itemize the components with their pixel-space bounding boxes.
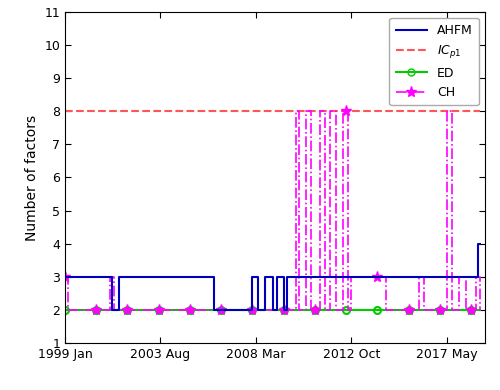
- ED: [336, 308, 342, 312]
- $IC_{p1}$: [336, 109, 342, 113]
- CH: [66, 308, 71, 312]
- ED: [202, 308, 208, 312]
- AHFM: [475, 241, 481, 246]
- CH: [81, 308, 87, 312]
- AHFM: [476, 241, 482, 246]
- $IC_{p1}$: [128, 109, 134, 113]
- Line: CH: CH: [60, 106, 486, 316]
- CH: [62, 275, 68, 279]
- CH: [340, 109, 345, 113]
- AHFM: [449, 275, 455, 279]
- ED: [128, 308, 134, 312]
- AHFM: [62, 275, 68, 279]
- CH: [293, 109, 299, 113]
- $IC_{p1}$: [62, 109, 68, 113]
- AHFM: [90, 275, 96, 279]
- Line: ED: ED: [62, 307, 483, 314]
- $IC_{p1}$: [447, 109, 453, 113]
- ED: [476, 308, 482, 312]
- $IC_{p1}$: [476, 109, 482, 113]
- ED: [90, 308, 96, 312]
- $IC_{p1}$: [90, 109, 96, 113]
- AHFM: [204, 275, 210, 279]
- Y-axis label: Number of factors: Number of factors: [24, 114, 38, 241]
- ED: [447, 308, 453, 312]
- CH: [204, 308, 210, 312]
- ED: [80, 308, 86, 312]
- CH: [130, 308, 136, 312]
- $IC_{p1}$: [202, 109, 208, 113]
- Line: AHFM: AHFM: [65, 244, 480, 310]
- $IC_{p1}$: [80, 109, 86, 113]
- AHFM: [338, 275, 344, 279]
- AHFM: [109, 308, 115, 312]
- AHFM: [130, 275, 136, 279]
- CH: [92, 308, 98, 312]
- Legend: AHFM, $IC_{p1}$, ED, CH: AHFM, $IC_{p1}$, ED, CH: [389, 18, 479, 105]
- AHFM: [80, 275, 86, 279]
- CH: [450, 308, 456, 312]
- CH: [476, 308, 482, 312]
- ED: [62, 308, 68, 312]
